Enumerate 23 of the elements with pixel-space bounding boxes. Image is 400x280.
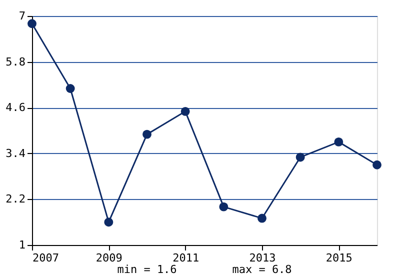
point — [28, 19, 36, 28]
x-tick-label: 2011 — [172, 252, 200, 264]
y-tick-label: 2.2 — [6, 192, 26, 206]
y-tick-label: 3.4 — [6, 146, 26, 160]
y-tick-label: 4.6 — [6, 101, 26, 114]
point — [66, 84, 75, 93]
point — [180, 106, 190, 116]
text: min = 1.6 — [117, 263, 177, 276]
point — [219, 202, 228, 212]
x-tick-label: 2013 — [249, 252, 276, 264]
y-tick-label: 7 — [18, 10, 26, 22]
y-tick-label: 1 — [18, 238, 26, 252]
y-tick-label: 5.8 — [6, 55, 26, 68]
point — [296, 152, 305, 162]
x-tick-label: 2015 — [326, 252, 352, 264]
x-tick-label: 2007 — [32, 252, 59, 264]
point — [372, 160, 382, 170]
point — [258, 214, 266, 223]
x-tick-label: 2009 — [96, 252, 122, 264]
point — [334, 137, 344, 146]
text: max = 6.8 — [232, 263, 292, 276]
point — [104, 218, 114, 227]
point — [142, 130, 152, 139]
